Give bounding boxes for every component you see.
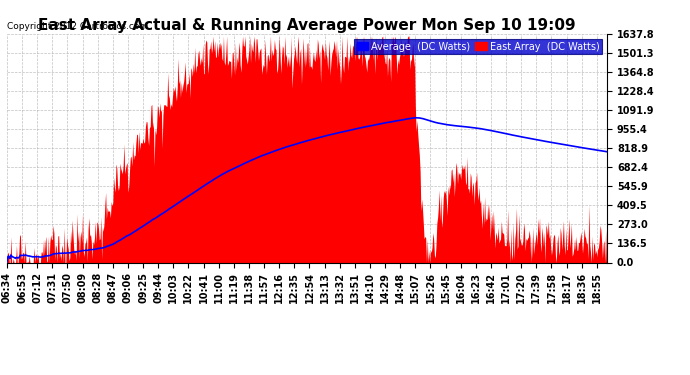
Title: East Array Actual & Running Average Power Mon Sep 10 19:09: East Array Actual & Running Average Powe… [38,18,576,33]
Legend: Average  (DC Watts), East Array  (DC Watts): Average (DC Watts), East Array (DC Watts… [353,39,602,54]
Text: Copyright 2012 Cartronics.com: Copyright 2012 Cartronics.com [7,22,148,32]
